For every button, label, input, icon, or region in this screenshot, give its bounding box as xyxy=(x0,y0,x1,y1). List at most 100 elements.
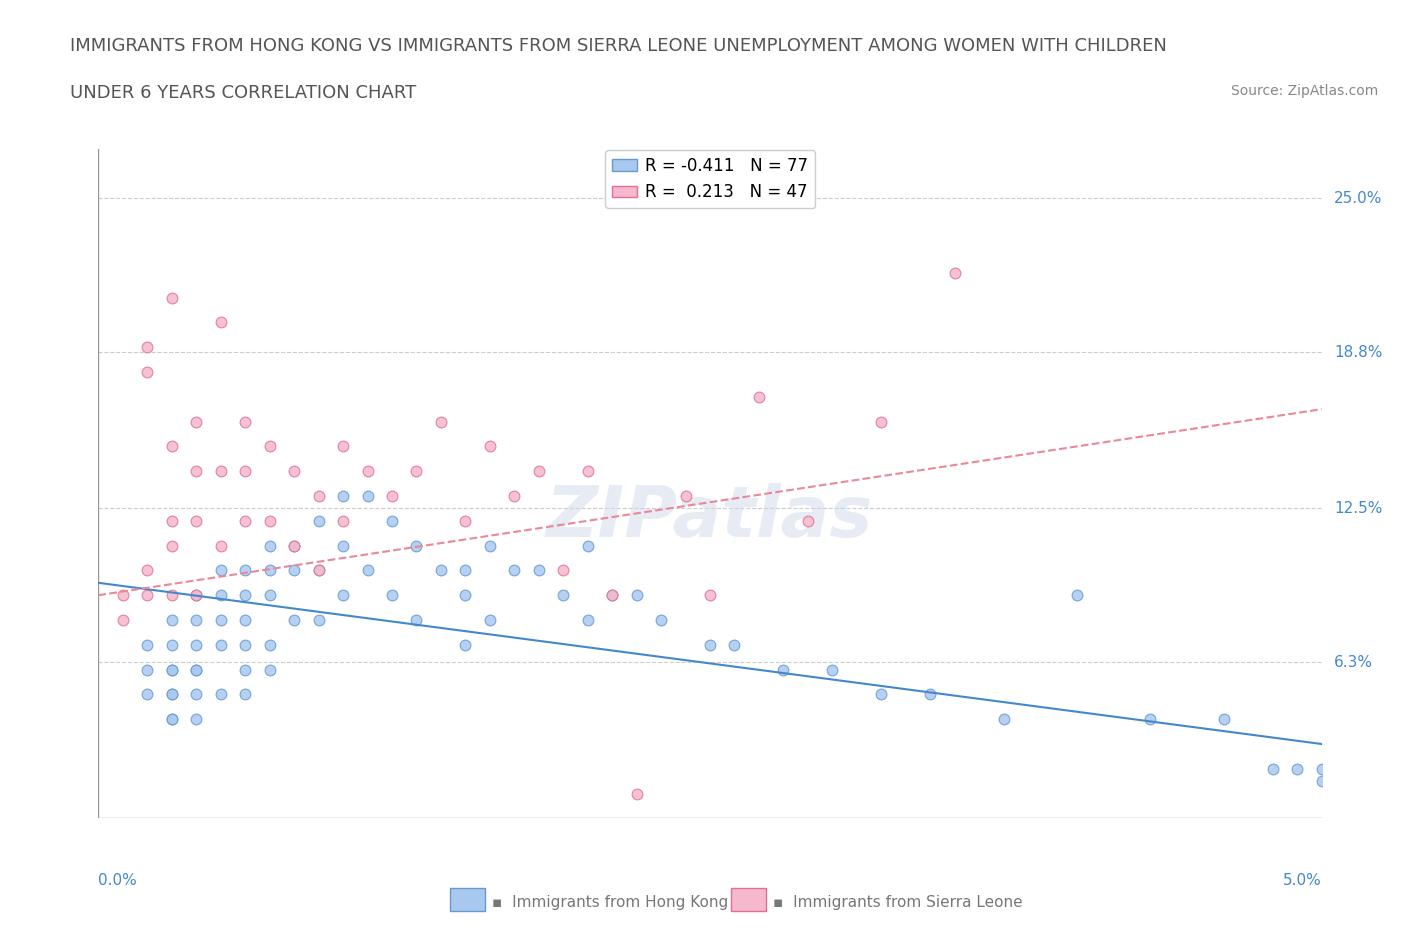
Immigrants from Hong Kong xyxy=(332,488,354,503)
Immigrants from Hong Kong xyxy=(160,711,183,726)
Immigrants from Hong Kong xyxy=(308,613,330,628)
Text: 6.3%: 6.3% xyxy=(1334,655,1372,670)
Immigrants from Hong Kong xyxy=(600,588,623,603)
Immigrants from Hong Kong xyxy=(870,687,893,702)
Immigrants from Hong Kong xyxy=(259,538,281,553)
Immigrants from Hong Kong xyxy=(283,538,305,553)
Immigrants from Sierra Leone xyxy=(233,414,256,429)
Text: IMMIGRANTS FROM HONG KONG VS IMMIGRANTS FROM SIERRA LEONE UNEMPLOYMENT AMONG WOM: IMMIGRANTS FROM HONG KONG VS IMMIGRANTS … xyxy=(70,37,1167,55)
Text: ▪  Immigrants from Hong Kong: ▪ Immigrants from Hong Kong xyxy=(492,895,728,910)
Immigrants from Hong Kong xyxy=(160,711,183,726)
Text: Source: ZipAtlas.com: Source: ZipAtlas.com xyxy=(1230,84,1378,98)
Immigrants from Sierra Leone xyxy=(136,365,159,379)
Immigrants from Sierra Leone xyxy=(136,588,159,603)
Immigrants from Hong Kong xyxy=(454,563,477,578)
Immigrants from Hong Kong xyxy=(186,613,208,628)
Immigrants from Sierra Leone xyxy=(454,513,477,528)
Immigrants from Hong Kong xyxy=(699,637,721,652)
Immigrants from Hong Kong xyxy=(136,687,159,702)
Immigrants from Sierra Leone xyxy=(136,563,159,578)
Immigrants from Hong Kong xyxy=(233,613,256,628)
Immigrants from Hong Kong xyxy=(1066,588,1088,603)
Immigrants from Hong Kong xyxy=(993,711,1015,726)
Immigrants from Hong Kong xyxy=(186,637,208,652)
Immigrants from Hong Kong xyxy=(405,613,427,628)
Text: UNDER 6 YEARS CORRELATION CHART: UNDER 6 YEARS CORRELATION CHART xyxy=(70,84,416,101)
Immigrants from Hong Kong xyxy=(283,563,305,578)
Immigrants from Sierra Leone xyxy=(308,488,330,503)
Immigrants from Sierra Leone xyxy=(503,488,526,503)
Immigrants from Hong Kong xyxy=(186,588,208,603)
Text: 0.0%: 0.0% xyxy=(98,873,138,888)
Immigrants from Hong Kong xyxy=(259,588,281,603)
Immigrants from Hong Kong xyxy=(233,588,256,603)
Immigrants from Hong Kong xyxy=(186,662,208,677)
Immigrants from Sierra Leone xyxy=(160,439,183,454)
Immigrants from Sierra Leone xyxy=(136,339,159,354)
Immigrants from Sierra Leone xyxy=(675,488,697,503)
Immigrants from Sierra Leone xyxy=(186,414,208,429)
Immigrants from Hong Kong xyxy=(772,662,794,677)
Immigrants from Hong Kong xyxy=(160,662,183,677)
Immigrants from Hong Kong xyxy=(160,687,183,702)
Immigrants from Hong Kong xyxy=(160,687,183,702)
Immigrants from Hong Kong xyxy=(454,588,477,603)
Immigrants from Hong Kong xyxy=(259,662,281,677)
Immigrants from Hong Kong xyxy=(332,538,354,553)
Immigrants from Hong Kong xyxy=(381,513,404,528)
Immigrants from Hong Kong xyxy=(723,637,745,652)
Immigrants from Hong Kong xyxy=(1310,774,1333,789)
Immigrants from Sierra Leone xyxy=(699,588,721,603)
Immigrants from Hong Kong xyxy=(527,563,550,578)
Immigrants from Hong Kong xyxy=(332,588,354,603)
Text: ZIPatlas: ZIPatlas xyxy=(547,483,873,551)
Immigrants from Sierra Leone xyxy=(381,488,404,503)
Immigrants from Hong Kong xyxy=(136,637,159,652)
Immigrants from Hong Kong xyxy=(233,563,256,578)
Immigrants from Hong Kong xyxy=(576,613,599,628)
Immigrants from Hong Kong xyxy=(381,588,404,603)
Immigrants from Hong Kong xyxy=(160,662,183,677)
Immigrants from Sierra Leone xyxy=(111,613,134,628)
Immigrants from Hong Kong xyxy=(430,563,453,578)
Immigrants from Hong Kong xyxy=(233,687,256,702)
Immigrants from Hong Kong xyxy=(405,538,427,553)
Immigrants from Sierra Leone xyxy=(186,588,208,603)
Immigrants from Sierra Leone xyxy=(405,464,427,479)
Immigrants from Hong Kong xyxy=(259,637,281,652)
Immigrants from Hong Kong xyxy=(186,687,208,702)
Immigrants from Sierra Leone xyxy=(209,464,232,479)
Immigrants from Sierra Leone xyxy=(233,464,256,479)
Immigrants from Sierra Leone xyxy=(233,513,256,528)
Immigrants from Sierra Leone xyxy=(600,588,623,603)
Immigrants from Hong Kong xyxy=(308,563,330,578)
Immigrants from Sierra Leone xyxy=(332,439,354,454)
Immigrants from Hong Kong xyxy=(478,538,501,553)
Immigrants from Hong Kong xyxy=(233,662,256,677)
Immigrants from Sierra Leone xyxy=(283,538,305,553)
Immigrants from Hong Kong xyxy=(356,563,378,578)
Immigrants from Sierra Leone xyxy=(160,290,183,305)
Immigrants from Sierra Leone xyxy=(209,315,232,330)
Immigrants from Hong Kong xyxy=(576,538,599,553)
Immigrants from Sierra Leone xyxy=(478,439,501,454)
Immigrants from Hong Kong xyxy=(209,687,232,702)
Immigrants from Sierra Leone xyxy=(160,538,183,553)
Immigrants from Hong Kong xyxy=(626,588,648,603)
Immigrants from Hong Kong xyxy=(186,662,208,677)
Immigrants from Sierra Leone xyxy=(797,513,820,528)
Immigrants from Sierra Leone xyxy=(527,464,550,479)
Immigrants from Sierra Leone xyxy=(332,513,354,528)
Immigrants from Sierra Leone xyxy=(259,513,281,528)
Immigrants from Sierra Leone xyxy=(576,464,599,479)
Immigrants from Sierra Leone xyxy=(209,538,232,553)
Immigrants from Hong Kong xyxy=(186,711,208,726)
Immigrants from Hong Kong xyxy=(308,513,330,528)
Immigrants from Hong Kong xyxy=(1261,762,1284,777)
Immigrants from Hong Kong xyxy=(920,687,942,702)
Immigrants from Hong Kong xyxy=(503,563,526,578)
Immigrants from Hong Kong xyxy=(1139,711,1161,726)
Immigrants from Sierra Leone xyxy=(943,265,966,280)
Immigrants from Hong Kong xyxy=(1310,762,1333,777)
Immigrants from Hong Kong xyxy=(136,662,159,677)
